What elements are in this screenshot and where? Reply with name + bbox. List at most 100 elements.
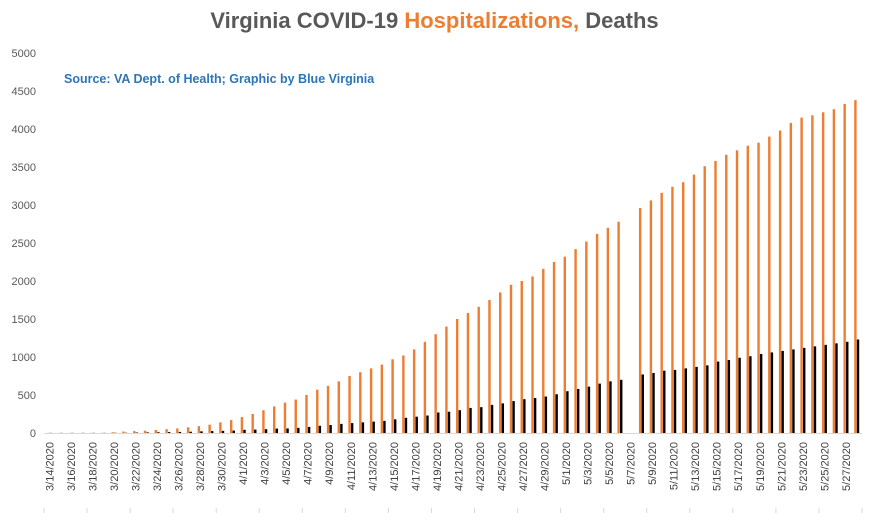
x-tick-label: 3/16/2020 xyxy=(66,442,78,491)
x-tick-label: 4/11/2020 xyxy=(346,442,358,490)
hospitalization-bar xyxy=(423,341,427,433)
death-bar xyxy=(587,386,591,433)
hospitalization-bar xyxy=(229,420,233,433)
hospitalization-bar xyxy=(445,326,448,433)
x-tick-label: 4/23/2020 xyxy=(475,442,487,491)
death-bar xyxy=(286,428,289,433)
death-bar xyxy=(372,421,375,433)
hospitalization-bar xyxy=(434,334,437,433)
x-tick-label: 5/1/2020 xyxy=(561,442,573,485)
x-tick-label: 4/29/2020 xyxy=(539,442,551,491)
x-tick-label: 3/14/2020 xyxy=(44,442,56,491)
death-bar xyxy=(609,381,612,433)
death-bar xyxy=(458,410,461,433)
hospitalization-bar xyxy=(606,227,610,433)
death-bar xyxy=(652,372,655,433)
y-tick-label: 4500 xyxy=(12,86,36,98)
title-part-1: Virginia COVID-19 xyxy=(210,8,405,33)
hospitalization-bar xyxy=(412,349,416,433)
y-tick-label: 5000 xyxy=(12,48,36,60)
hospitalization-bar xyxy=(854,100,857,434)
death-bar xyxy=(157,432,160,433)
hospitalization-bar xyxy=(768,136,771,433)
death-bar xyxy=(394,419,397,433)
hospitalization-bar xyxy=(585,241,588,433)
death-bar xyxy=(501,403,505,433)
hospitalization-bar xyxy=(682,182,685,433)
x-tick-label: 5/3/2020 xyxy=(583,442,595,485)
hospitalization-bar xyxy=(488,300,491,433)
hospitalization-bar xyxy=(176,428,179,433)
death-bar xyxy=(437,412,440,433)
chart-subtitle: Source: VA Dept. of Health; Graphic by B… xyxy=(64,72,375,86)
death-bar xyxy=(178,431,182,433)
hospitalization-bar xyxy=(133,431,136,433)
hospitalization-bar xyxy=(294,399,297,433)
hospitalization-bar xyxy=(369,368,373,433)
hospitalization-bar xyxy=(649,200,653,433)
hospitalization-bar xyxy=(617,221,620,433)
death-bar xyxy=(663,370,666,433)
death-bar xyxy=(738,357,741,433)
x-tick-label: 5/21/2020 xyxy=(776,442,788,491)
hospitalization-bar xyxy=(531,276,534,433)
death-bar xyxy=(555,394,558,433)
death-bar xyxy=(576,388,580,433)
x-tick-label: 3/30/2020 xyxy=(217,442,229,491)
hospitalization-bar xyxy=(197,426,201,433)
death-bar xyxy=(297,427,300,433)
x-tick-label: 5/11/2020 xyxy=(669,442,681,490)
y-tick-label: 4000 xyxy=(12,124,36,136)
hospitalization-bar xyxy=(714,160,717,434)
death-bar xyxy=(275,428,279,433)
hospitalization-bar xyxy=(595,233,599,433)
death-bar xyxy=(781,350,784,433)
hospitalization-bar xyxy=(520,281,523,433)
y-tick-label: 2000 xyxy=(12,276,36,288)
death-bar xyxy=(167,432,171,433)
hospitalization-bar xyxy=(111,432,114,433)
hospitalization-bar xyxy=(757,142,760,433)
x-tick-label: 4/17/2020 xyxy=(410,442,422,491)
hospitalization-bar xyxy=(477,306,480,433)
hospitalization-bar xyxy=(552,262,556,433)
x-tick-label: 3/22/2020 xyxy=(130,442,142,491)
hospitalization-bar xyxy=(843,103,846,434)
hospitalization-bar xyxy=(305,395,308,433)
hospitalization-bar xyxy=(380,364,384,433)
death-bar xyxy=(211,431,214,433)
hospitalization-bar xyxy=(326,385,330,433)
death-bar xyxy=(254,429,257,433)
death-bar xyxy=(243,429,246,433)
y-tick-label: 3500 xyxy=(12,162,36,174)
death-bar xyxy=(361,422,365,433)
death-bar xyxy=(759,353,763,433)
death-bar xyxy=(447,411,451,433)
death-bar xyxy=(189,431,192,433)
death-bar xyxy=(727,360,731,433)
hospitalization-bar xyxy=(563,256,567,433)
death-bar xyxy=(684,368,688,433)
hospitalization-bar xyxy=(509,284,513,433)
death-bar xyxy=(480,407,483,433)
hospitalization-bar xyxy=(466,312,470,433)
death-bar xyxy=(706,365,709,433)
death-bar xyxy=(749,356,752,433)
death-bar xyxy=(813,346,817,433)
death-bar xyxy=(232,430,235,433)
hospitalization-bar xyxy=(208,424,211,433)
hospitalization-bar xyxy=(638,208,642,433)
hospitalization-bar xyxy=(671,186,674,433)
death-bar xyxy=(695,366,698,433)
hospitalization-bar xyxy=(811,115,814,433)
hospitalization-bar xyxy=(273,406,276,433)
death-bar xyxy=(426,415,429,433)
death-bar xyxy=(340,423,343,433)
hospitalization-bar xyxy=(778,130,782,433)
y-tick-label: 1000 xyxy=(12,352,36,364)
death-bar xyxy=(824,344,827,433)
death-bar xyxy=(146,432,149,433)
x-tick-label: 5/7/2020 xyxy=(626,442,638,485)
x-tick-label: 3/28/2020 xyxy=(195,442,207,491)
